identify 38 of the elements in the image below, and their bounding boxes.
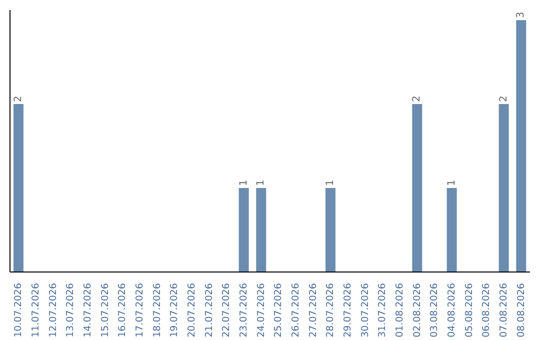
x-tick-label: 11.07.2026 [30,283,42,338]
data-label: 1 [324,180,336,186]
data-label: 3 [516,12,527,18]
x-tick-label: 29.07.2026 [342,283,354,338]
x-tick-label: 07.08.2026 [498,283,510,338]
x-tick-label: 30.07.2026 [360,283,371,338]
x-tick-label: 02.08.2026 [412,283,423,338]
x-tick-label: 08.08.2026 [516,283,527,338]
x-tick-label: 18.07.2026 [152,283,163,338]
x-tick-label: 05.08.2026 [464,283,475,338]
data-label: 1 [256,180,267,186]
data-label: 1 [446,180,458,186]
x-tick-label: 27.07.2026 [308,283,319,338]
x-tick-label: 28.07.2026 [325,283,336,338]
data-label: 2 [12,96,24,102]
x-tick-label: 21.07.2026 [204,283,215,338]
data-label: 2 [498,96,510,102]
x-tick-label: 20.07.2026 [186,283,198,338]
x-tick-label: 17.07.2026 [134,283,146,338]
x-tick-label: 06.08.2026 [481,283,492,338]
x-tick-label: 22.07.2026 [221,283,232,338]
x-tick-label: 24.07.2026 [256,283,267,338]
x-tick-label: 12.07.2026 [48,283,59,338]
x-tick-label: 26.07.2026 [290,283,302,338]
x-tick-label: 03.08.2026 [429,283,440,338]
x-tick-label: 14.07.2026 [82,283,94,338]
x-tick-label: 25.07.2026 [273,283,284,338]
x-tick-label: 04.08.2026 [446,283,458,338]
x-tick-label: 23.07.2026 [238,283,250,338]
data-label: 2 [412,96,423,102]
x-tick-label: 15.07.2026 [100,283,111,338]
x-tick-label: 13.07.2026 [65,283,76,338]
x-tick-label: 01.08.2026 [394,283,406,338]
x-tick-label: 19.07.2026 [169,283,180,338]
data-label: 1 [238,180,250,186]
x-tick-label: 16.07.2026 [117,283,128,338]
x-tick-label: 10.07.2026 [13,283,24,338]
x-tick-label: 31.07.2026 [377,283,388,338]
